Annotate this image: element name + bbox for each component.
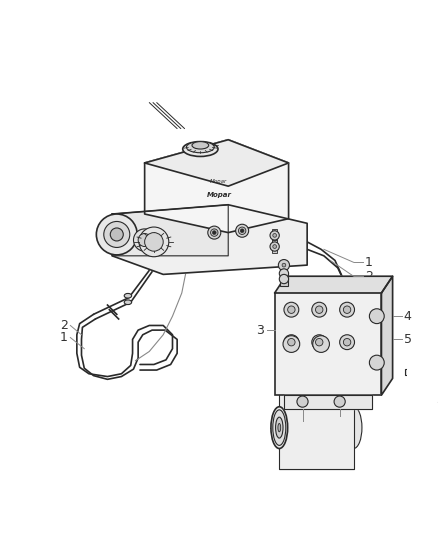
Circle shape	[238, 227, 246, 235]
Text: 8: 8	[436, 395, 438, 408]
Text: 3: 3	[256, 324, 264, 337]
Polygon shape	[145, 140, 289, 232]
Circle shape	[212, 231, 216, 235]
Text: 7: 7	[336, 421, 344, 434]
Ellipse shape	[124, 294, 132, 298]
Circle shape	[339, 335, 354, 350]
Circle shape	[208, 226, 221, 239]
Text: 2: 2	[365, 270, 373, 282]
Circle shape	[288, 306, 295, 313]
Circle shape	[369, 309, 384, 324]
Bar	[405, 369, 437, 375]
Polygon shape	[275, 276, 392, 293]
Text: Mopar: Mopar	[206, 192, 231, 198]
Text: Mopar: Mopar	[210, 179, 228, 184]
Ellipse shape	[271, 407, 288, 448]
Text: 6: 6	[299, 426, 307, 439]
Text: 1: 1	[365, 256, 373, 269]
Circle shape	[283, 336, 300, 352]
Circle shape	[273, 233, 276, 237]
Circle shape	[270, 242, 279, 251]
Circle shape	[288, 338, 295, 346]
Bar	[280, 273, 288, 286]
Bar	[272, 240, 277, 253]
Circle shape	[339, 302, 354, 317]
Circle shape	[270, 231, 279, 240]
Bar	[275, 293, 381, 395]
Circle shape	[110, 228, 123, 241]
Circle shape	[279, 269, 289, 278]
Circle shape	[282, 263, 286, 267]
Circle shape	[279, 274, 289, 284]
Circle shape	[284, 335, 299, 350]
Circle shape	[312, 302, 327, 317]
Circle shape	[104, 221, 130, 247]
Circle shape	[315, 338, 323, 346]
Circle shape	[138, 233, 151, 247]
Circle shape	[273, 245, 276, 248]
Circle shape	[145, 232, 163, 251]
Circle shape	[240, 229, 244, 232]
Ellipse shape	[278, 423, 281, 432]
Circle shape	[139, 227, 169, 257]
Circle shape	[96, 214, 137, 255]
Ellipse shape	[187, 142, 214, 153]
Circle shape	[312, 335, 327, 350]
Circle shape	[284, 302, 299, 317]
Ellipse shape	[183, 142, 218, 157]
Circle shape	[297, 396, 308, 407]
Text: 5: 5	[404, 333, 412, 346]
Polygon shape	[145, 140, 289, 186]
Bar	[272, 229, 277, 242]
Polygon shape	[284, 395, 372, 409]
Ellipse shape	[276, 417, 283, 438]
Circle shape	[313, 336, 329, 352]
Circle shape	[134, 229, 156, 251]
Text: 1: 1	[60, 331, 67, 344]
Ellipse shape	[192, 142, 209, 149]
Circle shape	[279, 260, 290, 271]
Circle shape	[343, 338, 351, 346]
Polygon shape	[112, 205, 228, 256]
Circle shape	[334, 396, 345, 407]
Circle shape	[315, 306, 323, 313]
Polygon shape	[381, 276, 392, 395]
Circle shape	[369, 355, 384, 370]
Polygon shape	[112, 205, 307, 274]
Text: 4: 4	[404, 310, 412, 322]
Circle shape	[343, 306, 351, 313]
Ellipse shape	[273, 410, 286, 446]
Ellipse shape	[345, 407, 362, 448]
Ellipse shape	[124, 300, 132, 304]
Text: 2: 2	[60, 319, 67, 332]
Circle shape	[236, 224, 249, 237]
Circle shape	[430, 365, 438, 379]
Circle shape	[434, 368, 438, 376]
Circle shape	[211, 229, 218, 236]
Bar	[279, 386, 353, 470]
